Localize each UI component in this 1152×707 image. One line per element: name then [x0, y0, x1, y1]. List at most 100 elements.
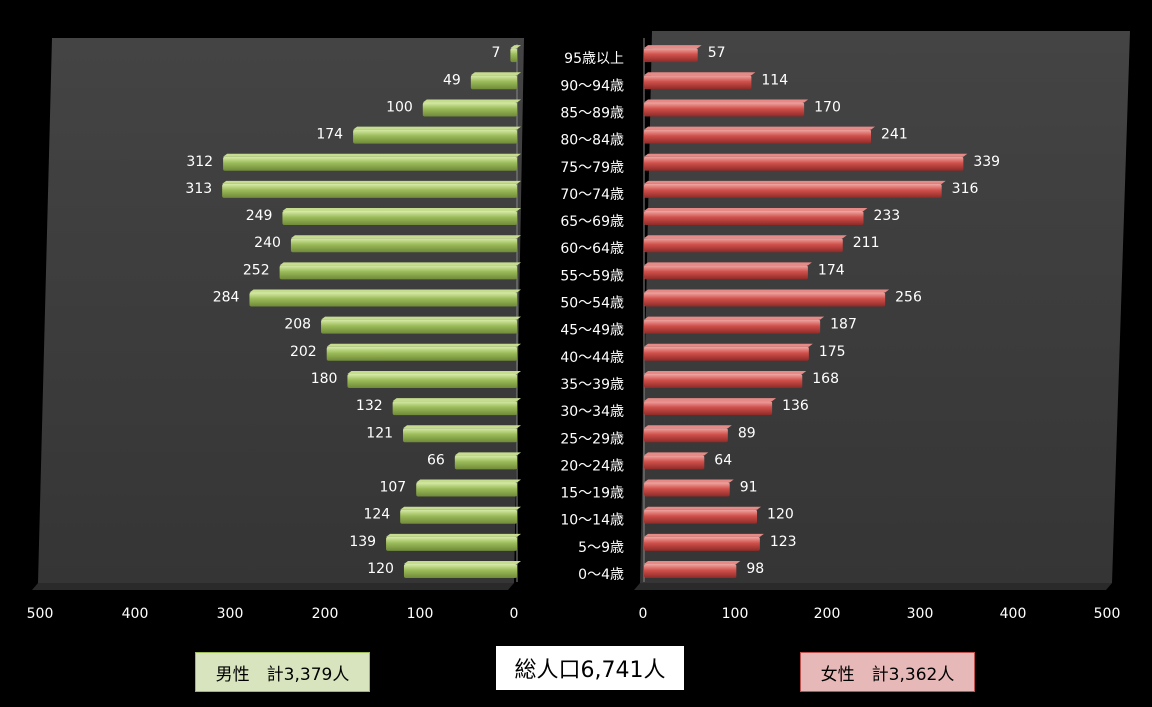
male-value-label: 174	[316, 127, 343, 143]
male-bar-top	[290, 235, 521, 239]
male-bar-top	[416, 479, 521, 483]
male-value-label: 284	[213, 290, 240, 306]
male-bar	[510, 48, 517, 63]
female-bar-top	[644, 533, 764, 537]
female-bar	[644, 455, 705, 470]
female-bar-top	[644, 452, 709, 456]
female-value-label: 57	[708, 45, 726, 61]
male-bar-top	[347, 370, 521, 374]
male-axis-tick: 500	[27, 606, 54, 622]
female-bar	[644, 238, 843, 253]
female-bar	[644, 319, 821, 334]
age-group-label: 30〜34歳	[560, 404, 624, 420]
female-bar	[644, 292, 886, 307]
male-value-label: 249	[246, 208, 273, 224]
female-bar-top	[644, 316, 825, 320]
female-value-label: 256	[895, 290, 922, 306]
female-bar	[644, 482, 730, 497]
female-bar-top	[644, 153, 968, 157]
female-value-label: 339	[973, 154, 1000, 170]
male-bar	[347, 373, 517, 388]
female-axis-tick: 300	[907, 606, 934, 622]
female-bar	[644, 265, 808, 280]
male-value-label: 312	[186, 154, 213, 170]
female-value-label: 123	[770, 534, 797, 550]
female-axis-tick: 200	[814, 606, 841, 622]
male-bar-top	[454, 452, 521, 456]
male-bar	[223, 156, 517, 171]
male-bar	[403, 564, 517, 578]
female-axis-tick: 100	[722, 606, 749, 622]
male-bar	[279, 265, 517, 280]
female-value-label: 89	[738, 425, 756, 441]
male-bar-top	[222, 180, 522, 184]
female-bar-top	[644, 479, 734, 483]
female-value-label: 174	[818, 262, 845, 278]
age-group-label: 80〜84歳	[560, 133, 624, 149]
male-bar-top	[326, 343, 521, 347]
male-bar-top	[223, 153, 521, 157]
total-population-label: 総人口6,741人	[496, 646, 684, 690]
male-value-label: 107	[379, 480, 406, 496]
male-bar	[353, 129, 517, 144]
female-bar-top	[644, 208, 868, 212]
male-value-label: 132	[356, 398, 383, 414]
female-value-label: 168	[812, 371, 839, 387]
female-bar-top	[644, 72, 756, 76]
female-bar	[644, 564, 737, 578]
male-panel-back	[38, 38, 524, 583]
male-value-label: 313	[185, 181, 212, 197]
male-bar-top	[249, 289, 522, 293]
female-bar-top	[644, 343, 813, 347]
female-value-label: 175	[819, 344, 846, 360]
female-value-label: 233	[873, 208, 900, 224]
female-bar	[644, 183, 942, 198]
age-group-label: 60〜64歳	[560, 241, 624, 257]
age-group-label: 10〜14歳	[560, 513, 624, 529]
male-bar	[416, 482, 517, 497]
age-group-label: 85〜89歳	[560, 105, 624, 121]
age-group-label: 45〜49歳	[560, 323, 624, 339]
male-value-label: 120	[367, 561, 394, 577]
age-group-label: 40〜44歳	[560, 350, 624, 366]
female-value-label: 98	[746, 561, 764, 577]
female-bar-top	[644, 180, 946, 184]
male-bar-top	[510, 45, 521, 49]
male-value-label: 66	[427, 452, 445, 468]
female-bar	[644, 102, 805, 117]
female-bar	[644, 346, 809, 361]
female-axis-tick: 0	[639, 606, 648, 622]
male-bar	[400, 509, 517, 524]
male-value-label: 49	[443, 72, 461, 88]
age-group-label: 95歳以上	[564, 51, 624, 67]
age-group-label: 15〜19歳	[560, 486, 624, 502]
male-bar-top	[403, 425, 521, 429]
male-bar	[290, 238, 517, 253]
male-axis-tick: 300	[217, 606, 244, 622]
age-group-label: 0〜4歳	[578, 567, 624, 583]
female-total-label: 女性 計3,362人	[800, 652, 975, 692]
age-group-label: 65〜69歳	[560, 214, 624, 230]
male-value-label: 252	[243, 262, 270, 278]
female-bar-top	[644, 235, 847, 239]
female-bar-top	[644, 45, 702, 49]
male-value-label: 121	[366, 425, 393, 441]
female-bar-top	[644, 561, 741, 564]
male-value-label: 139	[349, 534, 376, 550]
male-bar-top	[386, 533, 521, 537]
male-bar-top	[392, 398, 521, 402]
male-bar-top	[400, 506, 521, 510]
male-value-label: 7	[491, 45, 500, 61]
male-value-label: 180	[311, 371, 338, 387]
male-bar	[282, 211, 517, 226]
female-axis-tick: 400	[1000, 606, 1027, 622]
female-bar	[644, 373, 803, 388]
female-bar	[644, 401, 773, 416]
male-value-label: 202	[290, 344, 317, 360]
female-value-label: 187	[830, 317, 857, 333]
male-bar-top	[282, 208, 521, 212]
male-bar	[454, 455, 517, 470]
female-axis-tick: 500	[1094, 606, 1121, 622]
